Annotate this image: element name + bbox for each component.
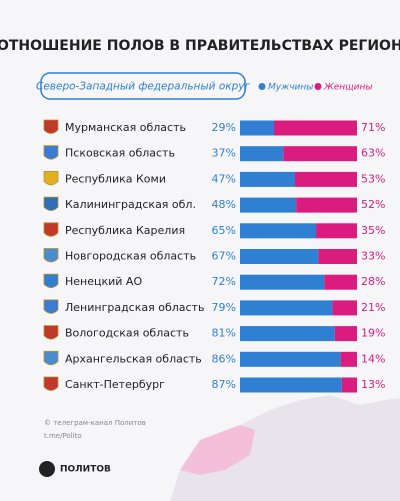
value-label: 63% [361,147,385,160]
map-region [180,425,255,475]
value-label: 67% [212,250,236,263]
bar-segment [240,197,297,213]
chart-title: СООТНОШЕНИЕ ПОЛОВ В ПРАВИТЕЛЬСТВАХ РЕГИО… [0,38,400,54]
category-label: Архангельская область [65,352,202,365]
bar-segment [341,377,357,393]
category-label: Республика Карелия [65,224,185,237]
brand-logo [39,461,55,477]
brand: ПОЛИТОВ [60,465,111,475]
bar-segment [240,351,341,367]
subtitle-box [40,72,246,100]
value-label: 35% [361,224,385,237]
emblem [43,145,59,160]
emblem [43,222,59,237]
value-label: 86% [212,352,236,365]
value-label: 33% [361,250,385,263]
value-label: 14% [361,352,385,365]
category-label: Псковская область [65,147,175,160]
bar-segment [340,351,357,367]
bar-segment [318,249,357,264]
bar-segment [240,249,319,264]
bar-segment [334,326,357,342]
value-label: 53% [361,172,385,185]
emblem [43,119,59,134]
category-label: Ненецкий АО [65,275,142,288]
subtitle: Северо-Западный федеральный округ [36,81,250,93]
legend-label: Женщины [323,83,372,93]
rows: Мужчины Женщины Мурманская область 29% 71% Пс… [43,83,385,393]
bar-segment [296,197,357,213]
emblem [43,299,59,314]
bar-segment [240,300,333,316]
bar-segment [240,223,317,239]
emblem [43,376,59,391]
legend-swatch [314,83,322,90]
value-label: 29% [212,121,236,134]
bar-segment [240,120,274,136]
value-label: 37% [212,147,236,160]
bar-segment [240,171,295,187]
bar-segment [240,146,284,162]
value-label: 19% [361,327,385,340]
bar-segment [324,274,357,290]
map-shape [170,395,400,501]
value-label: 13% [361,378,385,391]
value-label: 21% [361,301,385,314]
emblem [43,325,59,340]
bar-segment [283,146,357,162]
category-label: Республика Коми [65,172,166,185]
category-label: Новгородская область [65,250,196,263]
value-label: 52% [361,198,385,211]
value-label: 65% [212,224,236,237]
value-label: 72% [212,275,236,288]
bar-segment [240,377,342,393]
bar-segment [273,120,357,136]
legend-label: Мужчины [268,83,313,93]
emblem [43,273,59,289]
category-label: Вологодская область [65,327,189,340]
source-link: t.me/Polito [44,432,82,440]
bar-segment [294,171,357,187]
bar-segment [316,223,357,239]
emblem [43,248,59,263]
category-label: Мурманская область [65,121,186,134]
value-label: 79% [212,301,236,314]
value-label: 48% [212,198,236,211]
source: © телеграм-канал Политов [44,419,146,427]
category-label: Ленинградская область [65,301,204,314]
value-label: 87% [212,378,236,391]
legend-swatch [258,83,266,90]
value-label: 71% [361,121,385,134]
value-label: 81% [212,327,236,340]
emblem [43,350,59,366]
bar-segment [332,300,357,316]
category-label: Санкт-Петербург [65,378,165,391]
bar-segment [240,274,325,290]
value-label: 47% [212,172,236,185]
emblem [43,171,59,186]
category-label: Калининградская обл. [65,198,196,211]
emblem [43,196,59,211]
bar-segment [240,326,335,342]
value-label: 28% [361,275,385,288]
